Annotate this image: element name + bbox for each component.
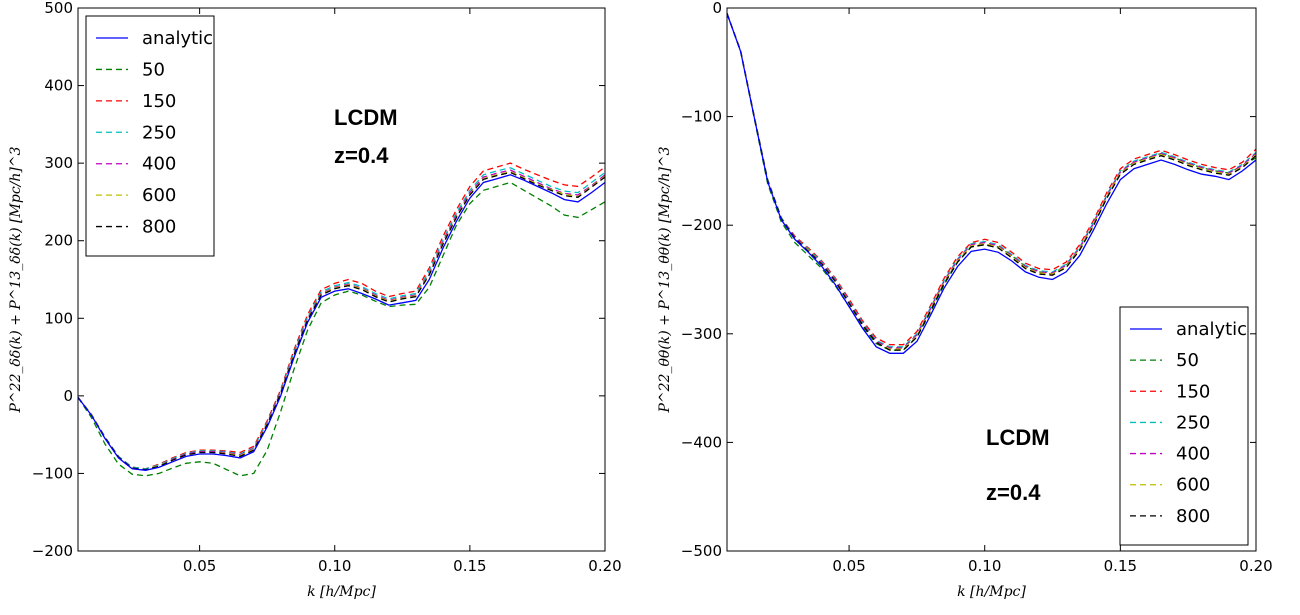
x-tick-label: 0.20 — [1239, 557, 1272, 575]
y-tick-label: −100 — [681, 108, 722, 126]
x-axis-label: k [h/Mpc] — [307, 584, 376, 600]
legend-label: 400 — [142, 154, 176, 175]
series-line-250 — [78, 167, 605, 470]
chart-2: 0.05 0.10 0.15 0.20 −500 −400 −300 −200 −100 0 k [… — [657, 0, 1273, 600]
y-tick-label: 500 — [44, 0, 73, 17]
y-axis-label: P^22_δδ(k) + P^13_δδ(k) [Mpc/h]^3 — [8, 146, 24, 413]
x-tick-label: 0.15 — [1104, 557, 1137, 575]
y-tick-label: 400 — [44, 77, 73, 95]
x-tick-label: 0.10 — [318, 557, 351, 575]
x-tick-label: 0.15 — [453, 557, 486, 575]
legend-label: analytic — [142, 28, 213, 49]
y-tick-label: 200 — [44, 232, 73, 250]
legend-label: 150 — [1176, 381, 1210, 402]
legend-label: 50 — [142, 59, 165, 80]
annotation-1: LCDM — [334, 105, 398, 130]
plot-frame — [77, 7, 606, 552]
y-tick-label: −500 — [681, 542, 722, 560]
series-group — [727, 13, 1256, 354]
series-line-analytic — [78, 174, 605, 471]
annotation-2: z=0.4 — [986, 480, 1041, 505]
series-line-150 — [78, 162, 605, 470]
x-tick-label: 0.20 — [588, 557, 621, 575]
series-group — [78, 162, 605, 477]
y-tick-label: −100 — [32, 464, 73, 482]
annotation-1: LCDM — [986, 425, 1050, 450]
legend: analytic 50 150 250 400 600 800 — [1119, 306, 1249, 546]
legend-label: 800 — [1176, 506, 1210, 527]
x-axis-label: k [h/Mpc] — [957, 584, 1026, 600]
series-line-800 — [727, 13, 1256, 351]
y-tick-label: 300 — [44, 154, 73, 172]
legend-label: 600 — [142, 185, 176, 206]
series-line-50 — [727, 13, 1256, 351]
y-tick-label: −300 — [681, 325, 722, 343]
legend-label: 250 — [1176, 412, 1210, 433]
chart-1: 0.05 0.10 0.15 0.20 −200 −100 0 100 200 300 400 500… — [8, 0, 622, 600]
y-tick-label: −200 — [32, 542, 73, 560]
legend-label: 250 — [142, 122, 176, 143]
series-line-150 — [727, 13, 1256, 346]
plot-frame — [726, 7, 1257, 552]
legend-label: 400 — [1176, 444, 1210, 465]
legend-label: 800 — [142, 217, 176, 238]
x-tick-label: 0.10 — [968, 557, 1001, 575]
series-line-analytic — [727, 13, 1256, 354]
legend-label: analytic — [1176, 319, 1247, 340]
y-tick-label: −400 — [681, 433, 722, 451]
legend-label: 50 — [1176, 350, 1199, 371]
y-tick-label: 0 — [712, 0, 722, 17]
y-tick-label: 0 — [63, 387, 73, 405]
y-tick-label: 100 — [44, 309, 73, 327]
y-tick-label: −200 — [681, 216, 722, 234]
x-tick-label: 0.05 — [183, 557, 216, 575]
series-line-600 — [727, 13, 1256, 350]
legend-label: 600 — [1176, 475, 1210, 496]
legend: analytic 50 150 250 400 600 800 — [85, 15, 215, 257]
x-tick-label: 0.05 — [832, 557, 865, 575]
legend-box — [85, 15, 215, 257]
series-line-250 — [727, 13, 1256, 348]
series-line-800 — [78, 171, 605, 471]
y-axis-label: P^22_θθ(k) + P^13_θθ(k) [Mpc/h]^3 — [657, 146, 673, 413]
annotation-2: z=0.4 — [334, 143, 389, 168]
legend-label: 150 — [142, 91, 176, 112]
series-line-400 — [727, 13, 1256, 349]
legend-box — [1119, 306, 1249, 546]
